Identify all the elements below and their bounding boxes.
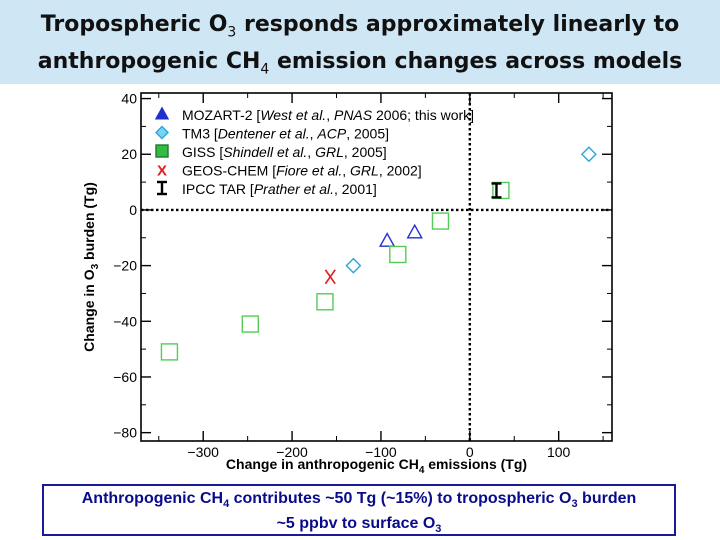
y-tick-label: −20 — [113, 258, 137, 274]
data-point-triangle-shape — [406, 223, 423, 239]
title-line2-subscript: 4 — [260, 61, 270, 78]
data-point-square — [160, 343, 179, 361]
title-line1-subscript: 3 — [227, 24, 237, 41]
legend-item: MOZART-2 [West et al., PNAS 2006; this w… — [182, 107, 474, 123]
data-point-diamond — [580, 146, 597, 163]
data-point-triangle-shape — [378, 232, 396, 247]
data-point-diamond — [345, 257, 362, 274]
data-point-square-shape — [316, 293, 334, 311]
conclusion-line-1: Anthropogenic CH4 contributes ~50 Tg (~1… — [44, 489, 674, 514]
y-tick-label: −60 — [113, 369, 137, 385]
legend-marker-diamond-shape — [155, 125, 169, 140]
x-tick-label: 100 — [547, 444, 571, 460]
data-point-x-stroke — [324, 269, 336, 285]
title-line-1: Tropospheric O3 responds approximately l… — [0, 10, 720, 47]
title-line1-text: Tropospheric O — [40, 12, 228, 37]
data-point-square — [241, 315, 260, 333]
data-point-diamond-shape — [580, 146, 597, 163]
y-axis-label: Change in O3 burden (Tg) — [81, 182, 101, 352]
conclusion-subscript: 4 — [223, 498, 230, 511]
y-tick-label: 20 — [121, 146, 137, 162]
legend-item: X GEOS-CHEM [Fiore et al., GRL, 2002] — [157, 163, 422, 180]
data-point-square-shape — [431, 212, 450, 230]
legend-marker-square — [155, 144, 169, 158]
plot-frame — [140, 92, 613, 442]
x-tick-label: −200 — [276, 444, 308, 460]
y-tick-label: 40 — [121, 91, 137, 107]
legend-label: TM3 [Dentener et al., ACP, 2005] — [182, 126, 389, 142]
slide-title: Tropospheric O3 responds approximately l… — [0, 10, 720, 85]
scatter-chart: −300 −200 −100 0 100−80−60−40−2002040Change … — [81, 91, 613, 476]
data-point-square — [316, 293, 334, 311]
y-tick-label: 0 — [129, 202, 137, 218]
legend-item: TM3 [Dentener et al., ACP, 2005] — [182, 126, 389, 142]
title-band — [0, 0, 720, 84]
data-point-square — [389, 245, 407, 264]
y-tick-label: −40 — [113, 313, 137, 329]
conclusion-subscript: 3 — [571, 498, 578, 511]
title-line2-text-end: emission changes across models — [269, 49, 683, 75]
data-point-x — [324, 269, 336, 285]
legend-label: GEOS-CHEM [Fiore et al., GRL, 2002] — [182, 163, 422, 179]
conclusion-line-2: ~5 ppbv to surface O3 — [44, 514, 674, 539]
data-point-square — [431, 212, 450, 230]
conclusion-text: contributes ~50 Tg (~15%) to tropospheri… — [229, 490, 572, 507]
legend-item: GISS [Shindell et al., GRL, 2005] — [182, 144, 387, 160]
data-point-triangle — [378, 232, 396, 247]
conclusion-box: Anthropogenic CH4 contributes ~50 Tg (~1… — [42, 484, 676, 536]
conclusion-text: burden — [577, 490, 637, 507]
data-point-square-shape — [389, 245, 407, 264]
x-axis-label: Change in anthropogenic CH4 emissions (T… — [226, 456, 527, 476]
data-point-diamond-shape — [345, 257, 362, 274]
legend-marker-square-shape — [155, 144, 169, 158]
legend-marker-diamond — [155, 125, 169, 140]
y-tick-label: −80 — [113, 425, 137, 441]
legend-marker-triangle — [154, 106, 170, 120]
data-point-square-shape — [160, 343, 179, 361]
data-point-triangle — [406, 223, 423, 239]
legend-marker-x: X — [157, 163, 167, 180]
legend-marker-ibar — [157, 180, 167, 196]
legend-item: IPCC TAR [Prather et al., 2001] — [182, 181, 377, 197]
title-line2-text: anthropogenic CH — [37, 49, 261, 75]
data-point-square-shape — [241, 315, 260, 333]
conclusion-text: Anthropogenic CH — [81, 490, 224, 507]
conclusion-subscript: 3 — [435, 523, 442, 536]
x-tick-label: −300 — [187, 444, 219, 460]
x-tick-label: −100 — [365, 444, 397, 460]
data-point-ibar — [491, 182, 502, 199]
legend-label: IPCC TAR [Prather et al., 2001] — [182, 181, 377, 197]
title-line1-text-end: responds approximately linearly to — [236, 12, 680, 37]
legend-label: MOZART-2 [West et al., PNAS 2006; this w… — [182, 107, 474, 123]
title-line-2: anthropogenic CH4 emission changes acros… — [0, 47, 720, 84]
legend-label: GISS [Shindell et al., GRL, 2005] — [182, 144, 387, 160]
legend-marker-triangle-shape — [154, 106, 170, 120]
conclusion-text: ~5 ppbv to surface O — [276, 515, 436, 533]
x-tick-label: 0 — [466, 444, 474, 460]
